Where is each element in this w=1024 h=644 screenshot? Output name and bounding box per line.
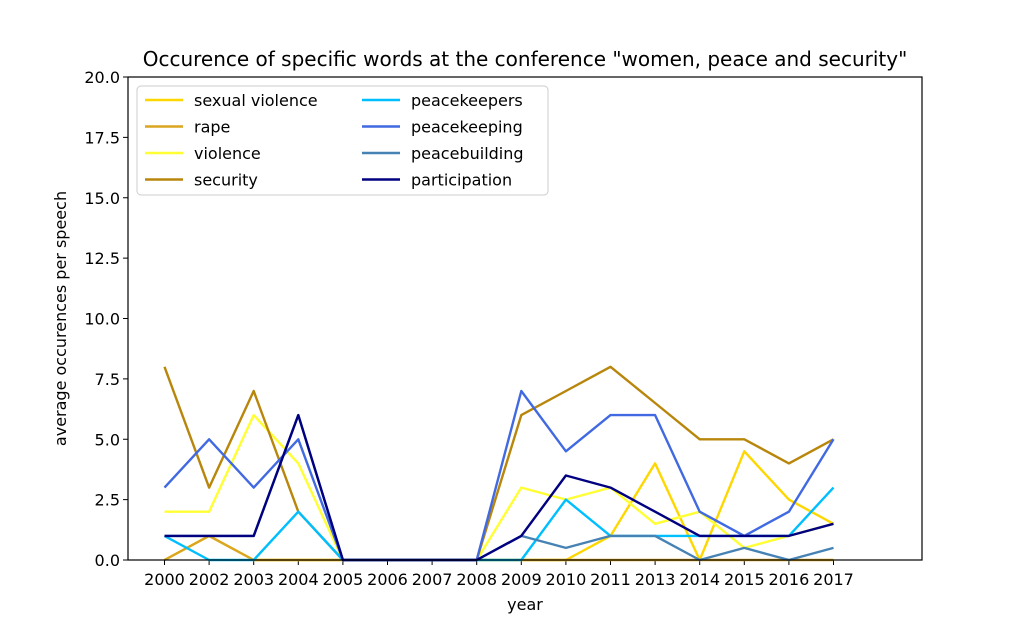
x-tick-label: 2010 xyxy=(546,570,587,589)
x-tick-label: 2009 xyxy=(501,570,542,589)
x-tick-label: 2006 xyxy=(367,570,408,589)
legend-label: violence xyxy=(194,144,261,163)
chart-title: Occurence of specific words at the confe… xyxy=(143,47,908,71)
series-line-participation xyxy=(164,413,834,562)
axis-ticks: 0.0 2.5 5.0 7.5 10.0 12.5 15.0 17.5 20.0 2000 2002… xyxy=(84,68,853,589)
y-tick-label: 7.5 xyxy=(95,370,120,389)
y-tick-label: 15.0 xyxy=(84,189,120,208)
legend-label: peacebuilding xyxy=(411,144,524,163)
x-tick-label: 2015 xyxy=(724,570,765,589)
legend: sexual violence rape violence security peace… xyxy=(136,85,549,196)
x-tick-label: 2013 xyxy=(635,570,676,589)
y-axis-label: average occurences per speech xyxy=(51,191,70,446)
legend-label: security xyxy=(194,171,258,190)
y-tick-label: 5.0 xyxy=(95,430,120,449)
legend-label: participation xyxy=(411,171,512,190)
x-tick-label: 2017 xyxy=(813,570,854,589)
x-tick-label: 2005 xyxy=(323,570,364,589)
y-tick-label: 0.0 xyxy=(95,551,120,570)
x-tick-label: 2003 xyxy=(233,570,274,589)
plot-area-frame xyxy=(127,76,923,561)
series-line-violence xyxy=(164,413,834,562)
x-tick-label: 2004 xyxy=(278,570,319,589)
legend-label: peacekeepers xyxy=(411,91,523,110)
legend-box xyxy=(136,85,549,196)
x-tick-label: 2014 xyxy=(679,570,720,589)
y-tick-label: 17.5 xyxy=(84,128,120,147)
x-tick-label: 2011 xyxy=(590,570,631,589)
x-axis-label: year xyxy=(507,595,543,614)
legend-label: rape xyxy=(194,118,230,137)
y-tick-label: 10.0 xyxy=(84,310,120,329)
series-lines xyxy=(163,365,835,562)
x-tick-label: 2007 xyxy=(412,570,453,589)
x-tick-label: 2002 xyxy=(189,570,230,589)
x-tick-label: 2016 xyxy=(769,570,810,589)
series-line-security xyxy=(163,365,835,562)
y-tick-label: 20.0 xyxy=(84,68,120,87)
y-tick-label: 12.5 xyxy=(84,249,120,268)
series-line-peacekeeping xyxy=(163,389,835,562)
y-tick-label: 2.5 xyxy=(95,491,120,510)
x-tick-label: 2000 xyxy=(144,570,185,589)
legend-label: peacekeeping xyxy=(411,118,523,137)
x-tick-label: 2008 xyxy=(456,570,497,589)
legend-label: sexual violence xyxy=(194,91,318,110)
